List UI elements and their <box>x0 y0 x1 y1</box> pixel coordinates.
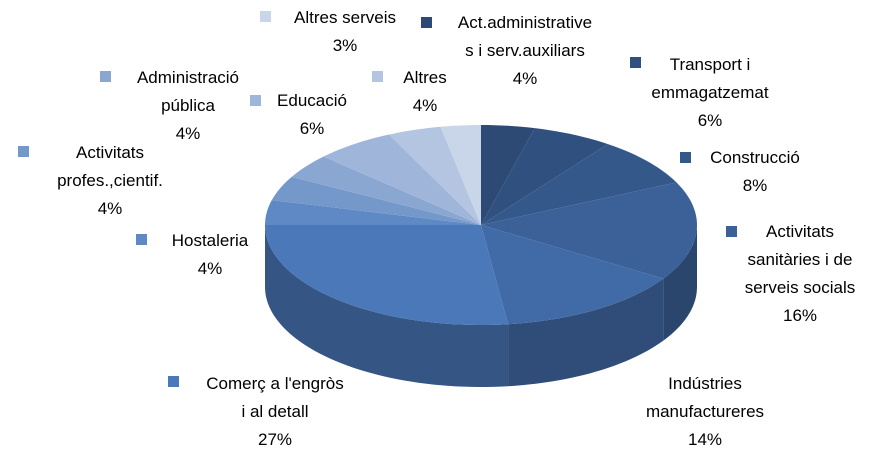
legend-swatch <box>136 234 147 245</box>
pie-slice <box>440 125 481 225</box>
value-label: 8% <box>742 176 768 195</box>
category-name: Indústries manufactureres <box>645 374 765 421</box>
legend-swatch <box>168 376 179 387</box>
pie-slice <box>271 176 481 225</box>
legend-swatch <box>630 57 641 68</box>
pie-side <box>663 225 697 341</box>
value-label: 4% <box>512 69 538 88</box>
pie-slice <box>389 126 481 225</box>
category-name: Altres <box>403 68 447 87</box>
category-name: Educació <box>277 91 347 110</box>
legend-swatch <box>726 226 737 237</box>
category-name: Act.administrative s i serv.auxiliars <box>457 13 593 60</box>
value-label: 4% <box>197 259 223 278</box>
value-label: 6% <box>697 111 723 130</box>
slice-label: Administració pública 4% <box>78 64 298 148</box>
category-name: Administració pública <box>136 68 240 115</box>
slice-label: Indústries manufactureres 14% <box>595 370 815 450</box>
pie-slice <box>323 134 481 225</box>
pie-slice <box>481 125 535 225</box>
slice-label: Act.administrative s i serv.auxiliars 4% <box>415 9 635 93</box>
value-label: 6% <box>299 119 325 138</box>
slice-label: Altres serveis 3% <box>235 4 455 60</box>
pie-slice <box>291 156 481 225</box>
value-label: 14% <box>687 430 723 449</box>
pie-slice <box>481 128 608 225</box>
value-label: 16% <box>782 306 818 325</box>
legend-swatch <box>372 71 383 82</box>
pie-side <box>265 225 509 387</box>
category-name: Hostaleria <box>171 231 249 250</box>
legend-swatch <box>421 17 432 28</box>
legend-swatch <box>680 152 691 163</box>
slice-label: Altres 4% <box>315 64 535 120</box>
pie-side <box>508 278 664 387</box>
slice-label: Transport i emmagatzemat 6% <box>600 51 820 135</box>
legend-swatch <box>100 71 111 82</box>
slice-label: Hostaleria 4% <box>100 227 320 283</box>
slice-label: Activitats profes.,cientif. 4% <box>0 139 220 223</box>
category-name: Activitats profes.,cientif. <box>57 143 163 190</box>
slice-label: Activitats sanitàries i de serveis socia… <box>690 218 878 330</box>
category-name: Construcció <box>710 148 800 167</box>
pie-slice <box>481 182 697 279</box>
value-label: 27% <box>257 430 293 449</box>
pie-slice <box>265 200 481 225</box>
category-name: Transport i emmagatzemat <box>651 55 769 102</box>
pie-slice <box>481 144 677 225</box>
slice-label: Comerç a l'engròs i al detall 27% <box>165 370 385 450</box>
value-label: 3% <box>332 36 358 55</box>
pie-slice <box>481 225 664 325</box>
legend-swatch <box>18 146 29 157</box>
legend-swatch <box>260 11 271 22</box>
value-label: 4% <box>97 199 123 218</box>
category-name: Activitats sanitàries i de serveis socia… <box>744 222 856 297</box>
value-label: 4% <box>412 96 438 115</box>
slice-label: Educació 6% <box>202 87 422 143</box>
legend-swatch <box>250 95 261 106</box>
category-name: Altres serveis <box>293 8 397 27</box>
pie-slice <box>265 225 509 325</box>
slice-label: Construcció 8% <box>645 144 865 200</box>
value-label: 4% <box>175 124 201 143</box>
category-name: Comerç a l'engròs i al detall <box>206 374 344 421</box>
